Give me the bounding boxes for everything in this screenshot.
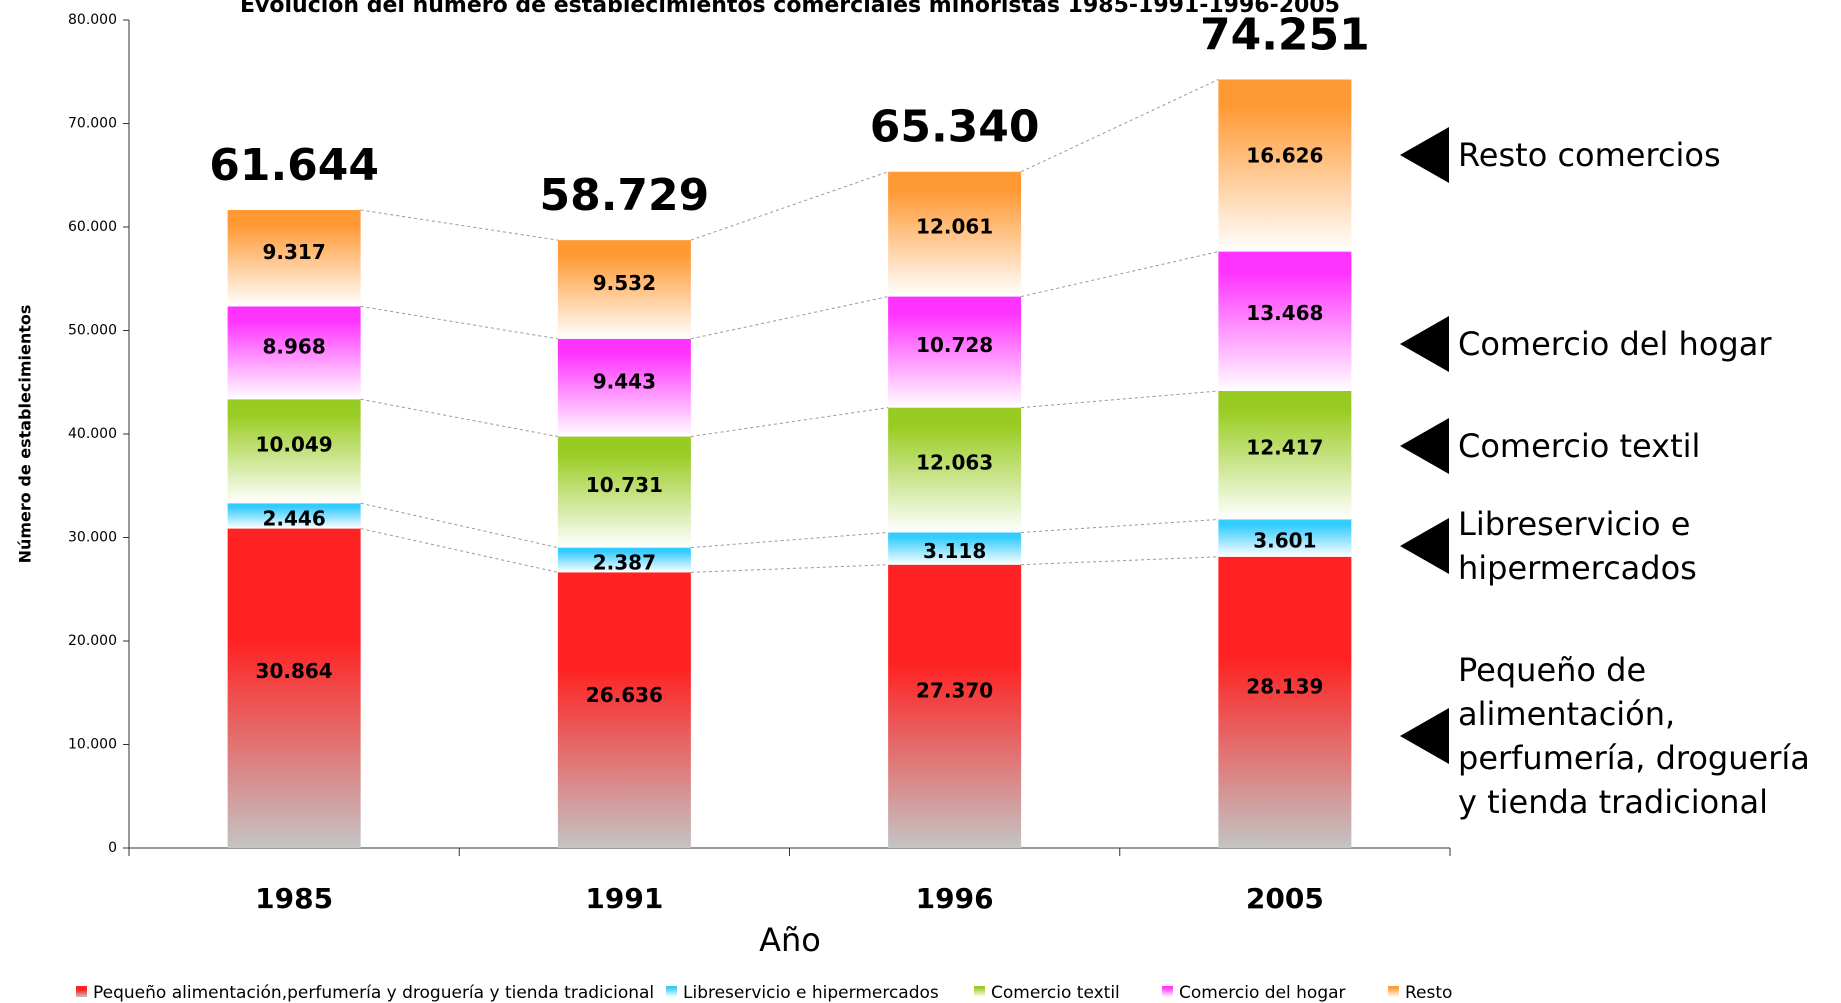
bar-segment xyxy=(227,399,361,504)
y-tick-label: 0 xyxy=(108,840,117,856)
total-label: 58.729 xyxy=(539,170,709,221)
legend-label: Comercio textil xyxy=(991,983,1120,1003)
bar-segment xyxy=(1218,390,1352,520)
x-tick-label: 1985 xyxy=(255,882,333,915)
y-tick-label: 30.000 xyxy=(68,530,117,546)
annotation: Libreservicio e hipermercados xyxy=(1458,505,1697,587)
value-label: 9.532 xyxy=(593,271,656,295)
legend-label: Pequeño alimentación,perfumería y drogue… xyxy=(93,983,654,1003)
legend-label: Libreservicio e hipermercados xyxy=(683,983,939,1003)
value-label: 3.601 xyxy=(1253,529,1316,553)
connector xyxy=(360,209,558,241)
value-label: 2.446 xyxy=(262,506,325,530)
value-label: 3.118 xyxy=(923,539,986,563)
total-label: 61.644 xyxy=(209,140,379,191)
value-label: 13.468 xyxy=(1246,301,1323,325)
legend-label: Resto xyxy=(1405,983,1452,1003)
value-label: 10.731 xyxy=(586,473,663,497)
bar-segment xyxy=(888,296,1022,408)
connector xyxy=(360,305,558,340)
connector xyxy=(690,296,889,340)
connector xyxy=(690,407,889,438)
connector xyxy=(690,531,889,549)
value-label: 16.626 xyxy=(1246,143,1323,167)
connector xyxy=(360,502,558,549)
bar-segment xyxy=(227,209,361,307)
bar-segment xyxy=(888,407,1022,533)
connector xyxy=(360,398,558,438)
value-label: 27.370 xyxy=(916,679,993,703)
connector xyxy=(690,171,889,241)
x-tick-label: 1996 xyxy=(916,882,994,915)
x-tick-label: 1991 xyxy=(585,882,663,915)
y-tick-label: 80.000 xyxy=(68,12,117,28)
legend-swatch xyxy=(1162,986,1173,997)
value-label: 12.417 xyxy=(1246,435,1323,459)
legend-swatch xyxy=(76,986,87,997)
y-tick-label: 20.000 xyxy=(68,633,117,649)
bar-segment xyxy=(1218,519,1352,557)
y-tick-label: 50.000 xyxy=(68,323,117,339)
arrow xyxy=(1400,708,1449,764)
connector xyxy=(1021,518,1219,533)
value-label: 28.139 xyxy=(1246,674,1323,698)
bar-segment xyxy=(1218,79,1352,252)
annotation: Resto comercios xyxy=(1458,136,1721,174)
connector xyxy=(690,564,889,573)
bar-segment xyxy=(557,547,691,573)
legend-swatch xyxy=(974,986,985,997)
total-label: 65.340 xyxy=(870,102,1040,153)
bar-segment xyxy=(227,528,361,848)
chart-title: Evolución del número de establecimientos… xyxy=(240,0,1340,18)
connector xyxy=(360,528,558,573)
value-label: 2.387 xyxy=(593,550,656,574)
connector xyxy=(1021,390,1219,409)
legend-swatch xyxy=(666,986,677,997)
bar-segment xyxy=(227,306,361,400)
x-tick-label: 2005 xyxy=(1246,882,1324,915)
bar-segment xyxy=(557,572,691,848)
bar-segment xyxy=(557,240,691,339)
value-label: 8.968 xyxy=(262,335,325,359)
bar-segment xyxy=(1218,556,1352,848)
value-label: 12.061 xyxy=(916,214,993,238)
legend-label: Comercio del hogar xyxy=(1179,983,1346,1003)
y-tick-label: 10.000 xyxy=(68,737,117,753)
y-tick-label: 70.000 xyxy=(68,116,117,132)
x-axis-label: Año xyxy=(759,921,821,959)
connector xyxy=(1021,251,1219,298)
value-label: 9.317 xyxy=(262,240,325,264)
arrow xyxy=(1400,418,1449,474)
arrow xyxy=(1400,127,1449,183)
bar-segment xyxy=(888,564,1022,848)
legend-swatch xyxy=(1388,986,1399,997)
value-label: 9.443 xyxy=(593,369,656,393)
bar-segment xyxy=(1218,251,1352,391)
bar-segment xyxy=(227,503,361,529)
y-tick-label: 40.000 xyxy=(68,426,117,442)
arrow xyxy=(1400,316,1449,372)
bar-segment xyxy=(888,532,1022,565)
value-label: 12.063 xyxy=(916,450,993,474)
annotation: Comercio del hogar xyxy=(1458,325,1772,363)
bar-segment xyxy=(557,338,691,437)
value-label: 26.636 xyxy=(586,683,663,707)
bar-segment xyxy=(888,171,1022,297)
value-label: 30.864 xyxy=(256,659,333,683)
bar-segment xyxy=(557,436,691,548)
connector xyxy=(1021,556,1219,566)
value-label: 10.728 xyxy=(916,333,993,357)
total-label: 74.251 xyxy=(1200,10,1370,61)
annotation: Comercio textil xyxy=(1458,427,1701,465)
annotation: Pequeño de alimentación, perfumería, dro… xyxy=(1458,651,1810,821)
connector xyxy=(1020,79,1219,173)
y-axis-label: Número de establecimientos xyxy=(16,305,35,564)
value-label: 10.049 xyxy=(256,433,333,457)
arrow xyxy=(1400,518,1449,574)
y-tick-label: 60.000 xyxy=(68,219,117,235)
